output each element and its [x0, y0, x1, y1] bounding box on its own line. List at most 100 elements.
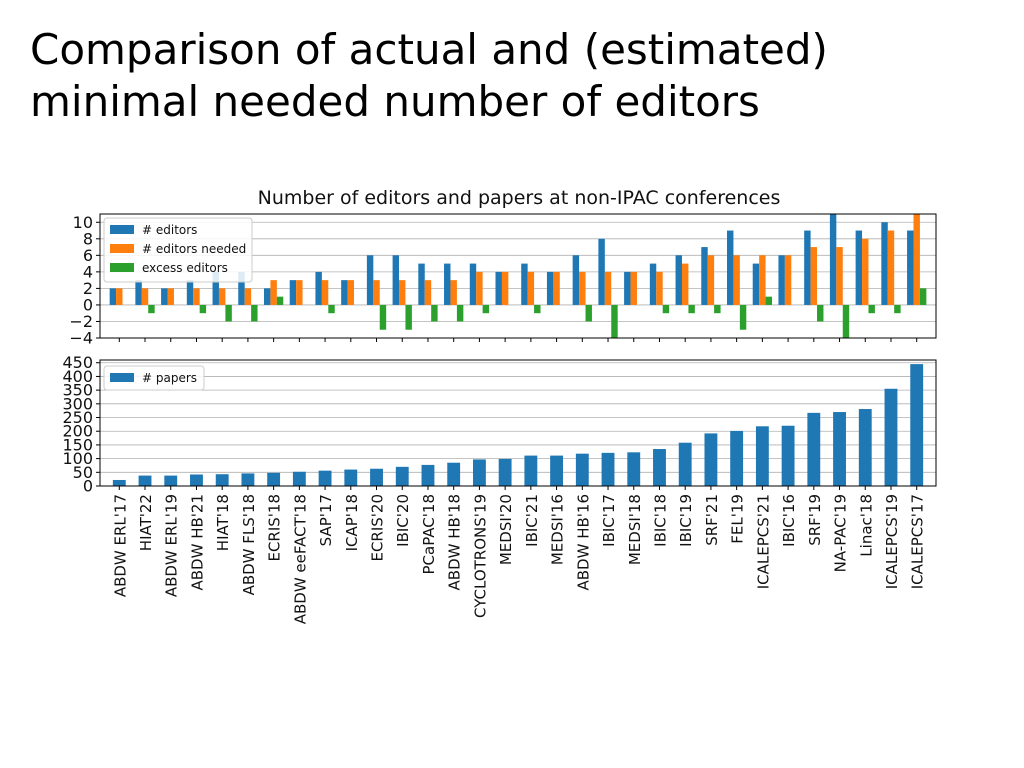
papers-bar — [421, 464, 435, 486]
editors-bar — [598, 238, 605, 305]
editors-needed-bar — [321, 280, 329, 305]
x-tick-label: MEDSI'18 — [626, 494, 644, 565]
x-tick-label: ABDW eeFACT'18 — [291, 494, 309, 624]
editors-bar — [135, 280, 142, 305]
y-tick-label: 2 — [83, 279, 93, 298]
legend-label: excess editors — [142, 261, 228, 275]
excess-editors-bar — [688, 304, 695, 314]
editors-needed-bar — [218, 288, 226, 305]
x-tick-label: SRF'21 — [703, 494, 721, 546]
x-tick-label: IBIC'18 — [651, 494, 669, 547]
editors-bar — [238, 271, 245, 305]
papers-bar — [112, 479, 126, 486]
x-tick-label: ABDW HB'16 — [574, 494, 592, 590]
papers-bar — [781, 425, 795, 486]
excess-editors-bar — [662, 304, 670, 314]
editors-bar — [572, 255, 580, 305]
papers-bar — [447, 462, 461, 486]
papers-bar — [318, 470, 332, 486]
editors-bar — [778, 255, 785, 305]
x-tick-label: ABDW HB'21 — [188, 494, 206, 590]
x-tick-label: ICAP'18 — [343, 494, 361, 551]
editors-bar — [546, 271, 554, 305]
editors-needed-bar — [501, 271, 509, 305]
editors-bar — [366, 255, 374, 305]
x-tick-label: ICALEPCS'21 — [754, 494, 772, 589]
editors-needed-bar — [604, 271, 612, 305]
legend-label: # editors — [142, 223, 197, 237]
x-tick-label: ICALEPCS'19 — [883, 494, 901, 589]
editors-bar — [315, 271, 322, 305]
x-tick-label: NA-PAC'19 — [832, 494, 850, 572]
papers-bar — [190, 474, 203, 486]
editors-needed-bar — [399, 280, 406, 305]
x-tick-label: IBIC'19 — [677, 494, 695, 547]
excess-editors-bar — [379, 304, 387, 330]
legend-box — [103, 217, 253, 283]
editors-needed-bar — [193, 288, 200, 305]
legend-box — [103, 365, 205, 391]
editors-needed-bar — [424, 280, 432, 305]
editors-needed-bar — [296, 280, 303, 305]
excess-editors-bar — [431, 304, 438, 322]
editors-bar — [624, 271, 631, 305]
excess-editors-bar — [225, 304, 232, 322]
x-tick-label: MEDSI'16 — [549, 494, 567, 565]
excess-editors-bar — [585, 304, 592, 322]
editors-bar — [161, 288, 168, 305]
x-tick-label: IBIC'20 — [394, 494, 412, 547]
papers-bar — [653, 449, 666, 486]
slide-title: Comparison of actual and (estimated) min… — [30, 24, 990, 128]
x-tick-label: Linac'18 — [857, 494, 875, 557]
x-tick-label: MEDSI'20 — [497, 494, 515, 565]
excess-editors-bar — [482, 304, 490, 314]
editors-bar — [829, 214, 837, 305]
y-tick-label: 100 — [62, 449, 93, 468]
y-tick-label: −4 — [69, 329, 93, 348]
papers-bar — [215, 474, 229, 486]
legend: # editors # editors needed excess editors — [103, 217, 253, 283]
editors-needed-bar — [373, 280, 380, 305]
editors-bar — [289, 280, 297, 305]
legend: # papers — [103, 365, 205, 391]
chart-title: Number of editors and papers at non-IPAC… — [258, 187, 781, 209]
slide-title-line2: minimal needed number of editors — [30, 77, 760, 126]
editors-needed-bar — [347, 280, 355, 305]
excess-editors-bar — [765, 296, 773, 305]
papers-bar — [910, 364, 924, 486]
editors-bar — [752, 263, 760, 305]
editors-needed-bar — [862, 238, 869, 305]
editors-needed-bar — [681, 263, 689, 305]
legend-swatch — [110, 244, 134, 253]
x-tick-label: SAP'17 — [317, 494, 335, 546]
plot-frame — [99, 359, 937, 487]
papers-bar — [498, 458, 512, 486]
x-tick-label: HIAT'22 — [137, 494, 155, 551]
excess-editors-bar — [894, 304, 901, 314]
papers-bar — [344, 469, 358, 486]
papers-bar — [601, 452, 615, 486]
editors-needed-bar — [116, 288, 123, 305]
x-tick-label: ABDW ERL'19 — [163, 494, 181, 597]
y-tick-label: 0 — [83, 477, 93, 496]
legend-label: # editors needed — [142, 242, 246, 256]
x-tick-label: ABDW ERL'17 — [111, 494, 129, 597]
slide-title-line1: Comparison of actual and (estimated) — [30, 25, 828, 74]
editors-needed-bar — [579, 271, 586, 305]
papers-bar — [627, 452, 641, 486]
editors-needed-bar — [527, 271, 535, 305]
x-tick-label: ECRIS'20 — [369, 494, 387, 562]
editors-needed-bar — [913, 214, 920, 305]
y-tick-label: 250 — [62, 408, 93, 427]
x-tick-label: ICALEPCS'17 — [909, 494, 927, 589]
legend-label: # papers — [142, 371, 197, 385]
editors-bar — [418, 263, 425, 305]
editors-bar — [469, 263, 477, 305]
y-tick-label: 450 — [62, 353, 93, 372]
editors-bar — [804, 230, 811, 305]
excess-editors-bar — [611, 304, 618, 338]
x-tick-label: PCaPAC'18 — [420, 494, 438, 574]
papers-bar — [524, 455, 538, 486]
